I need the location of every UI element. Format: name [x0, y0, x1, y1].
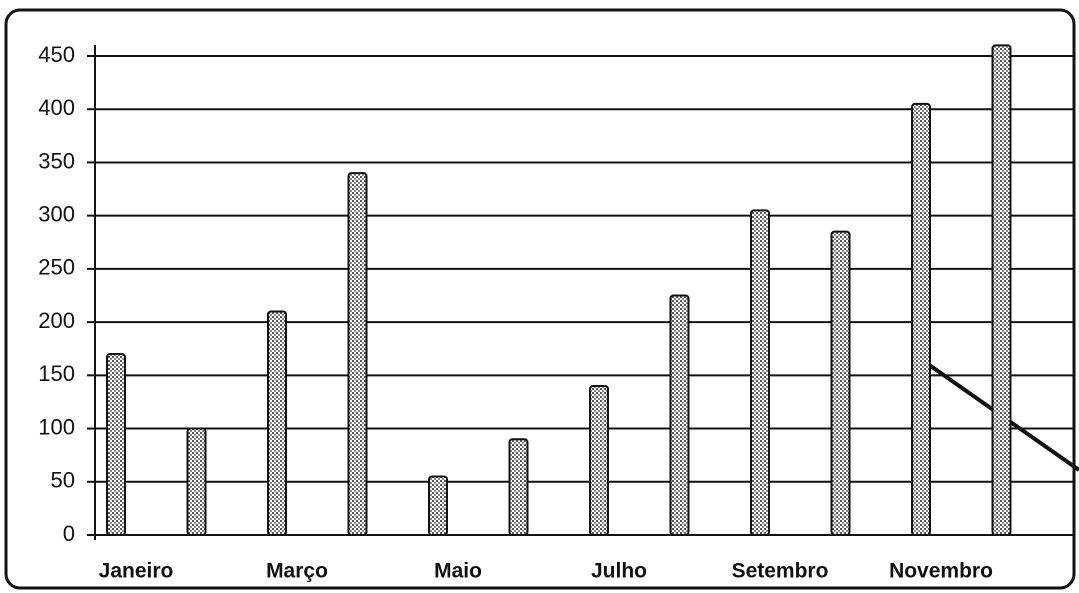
y-tick-label: 350: [38, 148, 75, 173]
x-tick-label: Maio: [434, 560, 482, 583]
bar: [268, 311, 286, 535]
bar: [832, 232, 850, 535]
x-tick-label: Março: [266, 560, 328, 583]
x-tick-label: Julho: [591, 560, 647, 583]
bar: [751, 210, 769, 535]
bar: [429, 476, 447, 535]
chart: 0 50 100 150 200 250 300 350 400 450 Janeiro Março M…: [0, 0, 1079, 593]
y-tick-label: 250: [38, 255, 75, 280]
y-tick-label: 100: [38, 414, 75, 439]
bar: [188, 429, 206, 535]
bar: [671, 296, 689, 536]
x-tick-label: Janeiro: [99, 560, 174, 583]
y-tick-label: 0: [63, 521, 75, 546]
y-tick-label: 450: [38, 42, 75, 67]
y-tick-label: 200: [38, 308, 75, 333]
bar: [993, 45, 1011, 535]
bar: [349, 173, 367, 535]
bar: [510, 439, 528, 535]
bar: [590, 386, 608, 535]
x-tick-label: Setembro: [732, 560, 829, 583]
x-tick-label: Novembro: [889, 560, 993, 583]
y-tick-label: 50: [51, 468, 75, 493]
y-tick-label: 300: [38, 201, 75, 226]
y-tick-label: 400: [38, 95, 75, 120]
bar: [912, 104, 930, 535]
bar: [107, 354, 125, 535]
y-tick-label: 150: [38, 361, 75, 386]
